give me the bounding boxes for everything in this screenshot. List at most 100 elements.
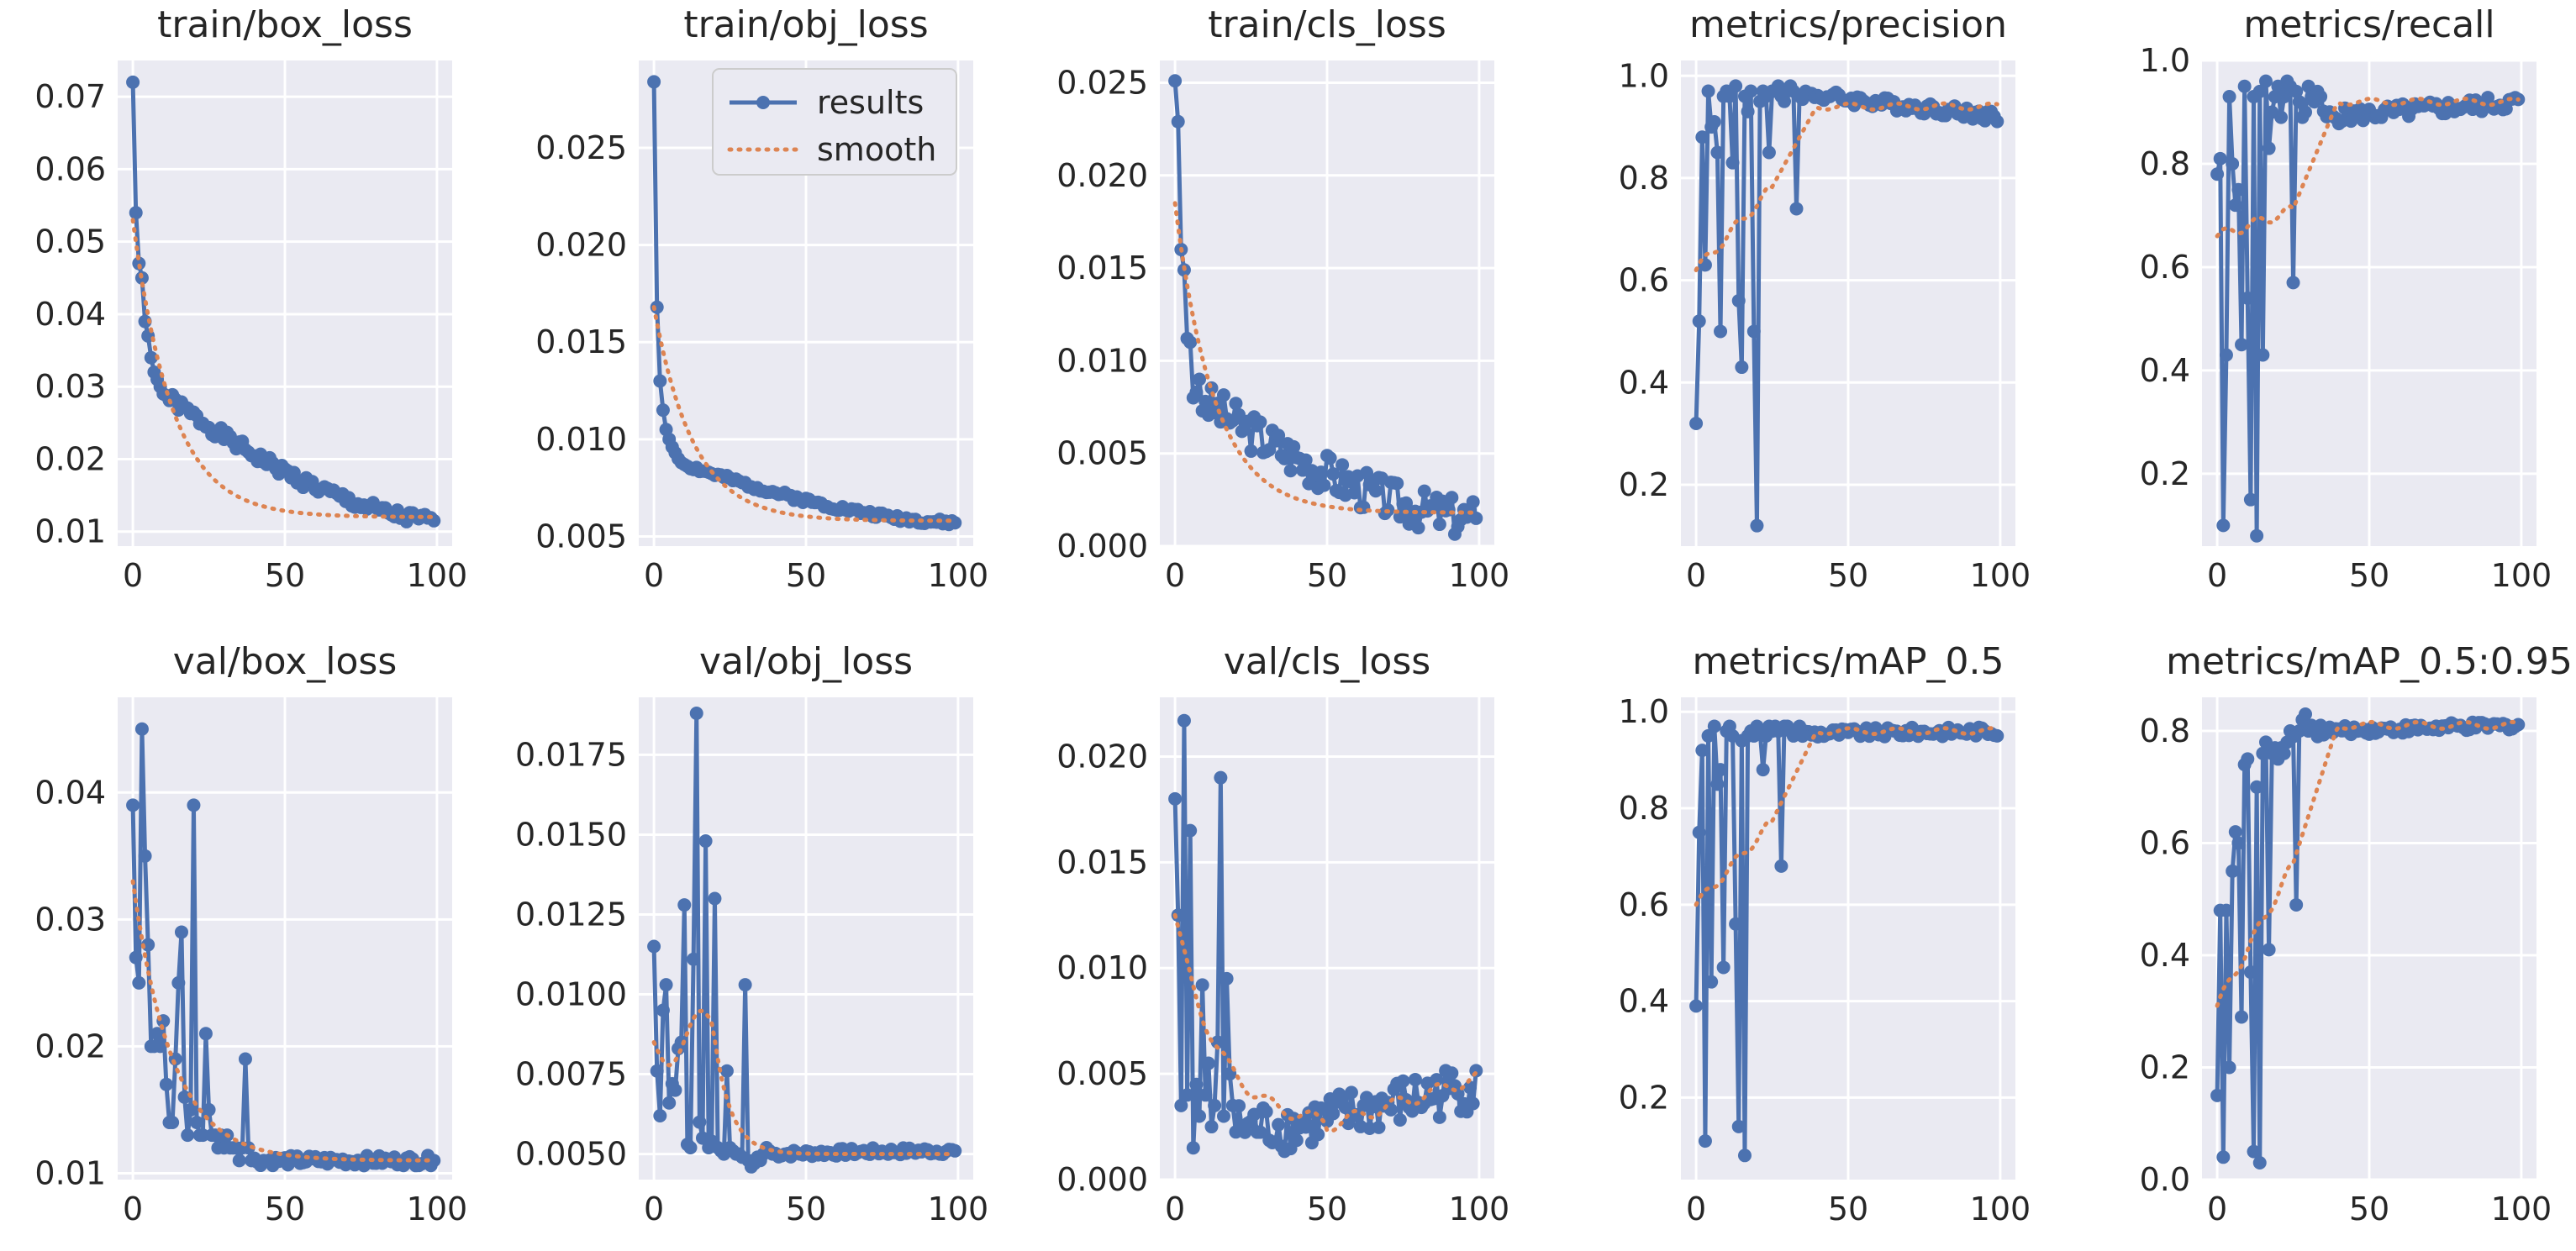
x-tick-label: 0 [1165,557,1185,594]
results-point [1411,521,1425,535]
subplot-6: 0 50 100 0.0050 0.0075 0.0100 0.0125 0.0150 0.01… [515,640,988,1227]
results-point [683,1140,698,1154]
x-tick-label: 0 [123,1191,143,1227]
legend-smooth-label: smooth [817,131,936,168]
results-point [1714,324,1728,339]
subplot-7: 0 50 100 0.000 0.005 0.010 0.015 0.020 val/cls_l… [1056,640,1509,1227]
smooth-line [130,879,436,1163]
y-tick-label: 0.000 [1056,1161,1148,1198]
smooth-line [1172,201,1478,515]
y-tick-label: 0.015 [535,323,627,360]
results-point [2210,167,2225,181]
y-tick-label: 0.0 [2140,1161,2190,1198]
y-tick-label: 0.04 [34,296,106,333]
subplot-5: 0 50 100 0.01 0.02 0.03 0.04 val/box_loss [34,640,467,1227]
x-tick-label: 50 [1828,557,1868,594]
results-point [2216,1150,2231,1164]
y-tick-label: 0.0125 [515,896,627,933]
results-point [1299,453,1313,467]
x-tick-label: 100 [1449,557,1510,594]
results-point [698,834,713,849]
results-point [232,1154,246,1168]
y-tick-label: 0.2 [2140,455,2190,492]
y-tick-label: 0.02 [34,1028,106,1064]
subplot-4: 0 50 100 0.2 0.4 0.6 0.8 1.0 metrics/recall [2140,3,2552,594]
results-point [2262,141,2276,155]
results-point [1466,1096,1480,1111]
results-point [674,1035,688,1049]
legend: results smooth [712,68,957,176]
results-point [2228,825,2242,839]
results-point [2219,348,2233,362]
results-point [1253,1125,1267,1139]
smooth-line [651,305,957,523]
results-point [2226,864,2240,878]
x-tick-label: 0 [2207,557,2227,594]
results-point [126,75,140,89]
results-point [132,975,146,990]
results-point [2252,84,2267,98]
results-point [1193,1109,1207,1123]
x-tick-label: 100 [407,557,468,594]
results-point [2219,903,2233,917]
results-point [1756,763,1770,777]
subplot-title: train/obj_loss [683,3,928,46]
results-point [1195,978,1209,992]
results-point [1990,728,2004,743]
results-point [1390,476,1404,491]
y-tick-label: 0.0050 [515,1136,627,1173]
results-point [1466,495,1480,509]
y-tick-label: 0.010 [535,421,627,458]
y-tick-label: 0.6 [1619,262,1669,299]
x-tick-label: 50 [786,1191,826,1227]
y-tick-label: 0.0150 [515,816,627,853]
results-point [2237,79,2252,93]
results-point [129,950,143,965]
results-point [1198,1088,1213,1102]
subplot-title: metrics/precision [1689,3,2007,46]
subplot-9: 0 50 100 0.0 0.2 0.4 0.6 0.8 metrics/mAP_0.5:0.9… [2140,640,2573,1227]
subplot-2: 0 50 100 0.000 0.005 0.010 0.015 0.020 0.025 trai… [1056,3,1509,594]
y-tick-label: 0.010 [1056,342,1148,379]
results-point [1272,1117,1286,1132]
y-tick-label: 0.0075 [515,1056,627,1093]
results-point [1393,1112,1407,1127]
results-point [1735,360,1749,375]
results-point [1277,451,1292,465]
results-point [1311,1127,1325,1142]
results-point [2252,1155,2267,1170]
results-point [2289,897,2304,912]
smooth-line [1172,912,1478,1133]
results-point [2247,1144,2261,1159]
results-point [134,722,149,736]
results-point [687,952,701,966]
results-point [159,1077,173,1091]
results-point [1692,314,1706,329]
results-point [2277,90,2291,104]
results-point [656,1003,670,1017]
results-point [1189,1077,1204,1091]
results-point [1716,960,1731,975]
y-tick-label: 0.06 [34,150,106,187]
results-point [1177,713,1191,728]
results-point [2262,943,2276,957]
results-point [2226,156,2240,171]
results-point [1338,1101,1352,1115]
results-point [1335,458,1350,472]
results-point [2235,1010,2249,1024]
results-point [1244,444,1258,458]
results-point [1171,114,1185,129]
x-tick-label: 0 [1686,557,1706,594]
results-point [1729,79,1743,93]
results-point [2216,518,2231,533]
results-point [1774,859,1788,873]
y-tick-label: 0.020 [535,227,627,264]
y-tick-label: 0.03 [34,901,106,938]
legend-results-label: results [817,84,924,121]
results-point [1744,84,1758,98]
results-point [2289,84,2304,98]
results-point [1193,372,1207,386]
results-point [1762,145,1776,160]
results-point [2274,110,2289,124]
results-point [2277,746,2291,760]
